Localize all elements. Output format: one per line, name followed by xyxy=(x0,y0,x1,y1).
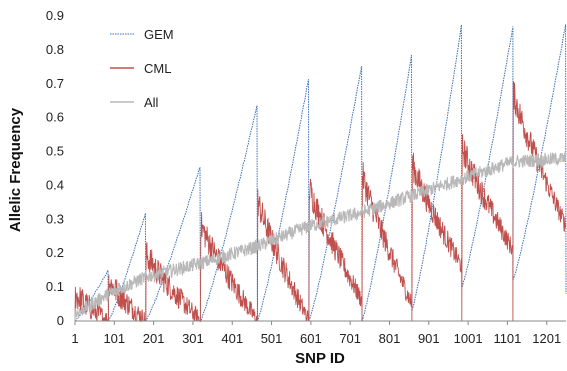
x-tick-label: 201 xyxy=(143,331,165,346)
x-tick-label: 501 xyxy=(261,331,283,346)
legend-label: GEM xyxy=(144,27,174,42)
y-tick-label: 0 xyxy=(57,313,64,328)
x-tick-label: 301 xyxy=(182,331,204,346)
y-tick-label: 0.5 xyxy=(46,144,64,159)
legend-item-gem: GEM xyxy=(110,27,174,42)
legend-label: CML xyxy=(144,61,171,76)
x-tick-label: 1 xyxy=(71,331,78,346)
legend-item-all: All xyxy=(110,95,159,110)
y-tick-label: 0.2 xyxy=(46,245,64,260)
legend-item-cml: CML xyxy=(110,61,171,76)
x-tick-label: 901 xyxy=(418,331,440,346)
x-tick-label: 701 xyxy=(339,331,361,346)
plot-area xyxy=(74,24,567,323)
series-gem-line xyxy=(75,24,567,323)
y-tick-label: 0.9 xyxy=(46,8,64,23)
y-tick-label: 0.1 xyxy=(46,279,64,294)
y-axis: 0 0.1 0.2 0.3 0.4 0.5 0.6 0.7 0.8 0.9 xyxy=(46,8,64,328)
y-tick-label: 0.6 xyxy=(46,110,64,125)
legend: GEM CML All xyxy=(110,27,174,110)
legend-label: All xyxy=(144,95,159,110)
x-axis: 1 101 201 301 401 501 601 701 801 901 1001 1101 1201 xyxy=(71,320,566,346)
x-tick-label: 1201 xyxy=(532,331,561,346)
x-axis-title: SNP ID xyxy=(295,350,345,367)
y-tick-label: 0.4 xyxy=(46,177,64,192)
x-tick-label: 601 xyxy=(300,331,322,346)
x-tick-label: 1101 xyxy=(493,331,521,346)
x-tick-label: 801 xyxy=(379,331,401,346)
y-tick-label: 0.3 xyxy=(46,211,64,226)
x-tick-label: 1001 xyxy=(454,331,483,346)
series-cml-line xyxy=(74,80,567,323)
x-tick-label: 401 xyxy=(221,331,243,346)
y-tick-label: 0.7 xyxy=(46,76,64,91)
y-axis-title: Allelic Frequency xyxy=(7,107,24,232)
x-tick-label: 101 xyxy=(103,331,125,346)
series-all-line xyxy=(74,151,567,321)
y-tick-label: 0.8 xyxy=(46,42,64,57)
